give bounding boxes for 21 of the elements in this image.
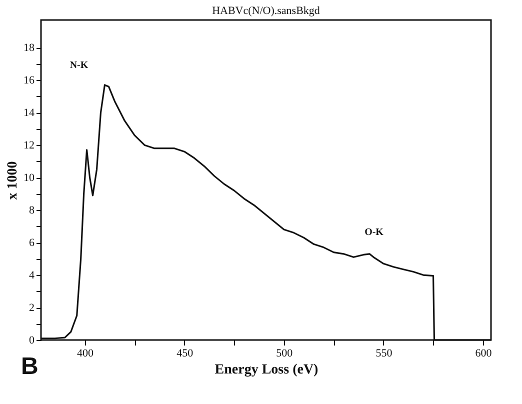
x-tick-label: 500 [276, 348, 294, 360]
y-tick-label: 10 [24, 172, 35, 184]
y-tick-label: 4 [29, 270, 35, 282]
annotation: O-K [364, 227, 384, 238]
x-tick-label: 600 [475, 348, 492, 360]
y-tick-label: 12 [24, 140, 34, 152]
x-tick-label: 450 [176, 348, 194, 360]
y-tick-label: 8 [29, 204, 35, 217]
y-axis-title: x 1000 [6, 161, 20, 200]
x-tick-label: 400 [77, 348, 94, 360]
text: B [21, 353, 38, 380]
y-tick-label: 0 [29, 334, 35, 346]
y-tick-label: 14 [24, 107, 35, 120]
y-tick-label: 2 [29, 302, 34, 314]
y-tick-label: 18 [24, 42, 35, 54]
annotation: N-K [70, 60, 88, 71]
y-tick-label: 6 [29, 237, 35, 250]
x-tick-label: 550 [376, 348, 393, 360]
y-tick-label: 16 [24, 74, 35, 87]
chart-title: HABVc(N/O).sansBkgd [212, 5, 320, 17]
x-axis-title: Energy Loss (eV) [214, 362, 319, 378]
